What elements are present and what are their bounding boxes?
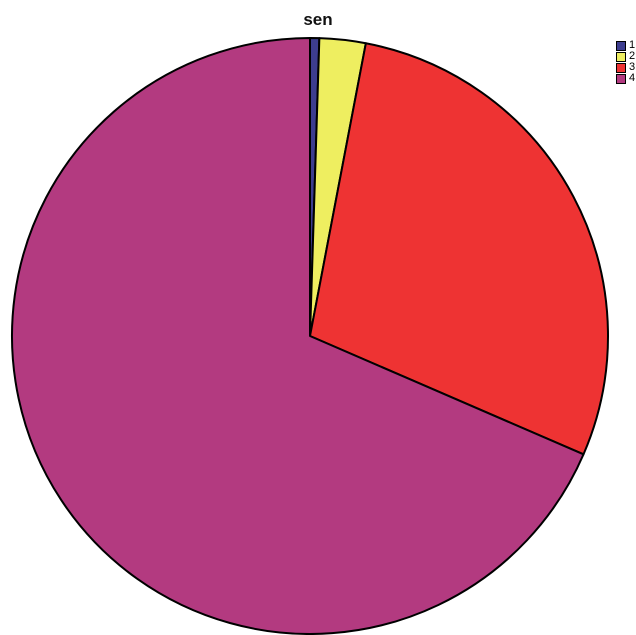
chart-title: sen	[303, 10, 333, 29]
legend-label: 4	[629, 72, 636, 84]
legend-label: 2	[629, 50, 636, 62]
legend-label: 1	[629, 39, 636, 51]
legend-item-4: 4	[616, 73, 635, 84]
legend-swatch	[616, 73, 626, 84]
pie-slice-3	[309, 42, 609, 456]
legend-label: 3	[629, 61, 636, 73]
legend-item-2: 2	[616, 51, 635, 62]
legend-swatch	[616, 40, 626, 51]
legend-swatch	[616, 62, 626, 73]
legend-swatch	[616, 51, 626, 62]
legend-item-1: 1	[616, 40, 635, 51]
legend-item-3: 3	[616, 62, 635, 73]
pie-slice-4	[11, 37, 585, 635]
